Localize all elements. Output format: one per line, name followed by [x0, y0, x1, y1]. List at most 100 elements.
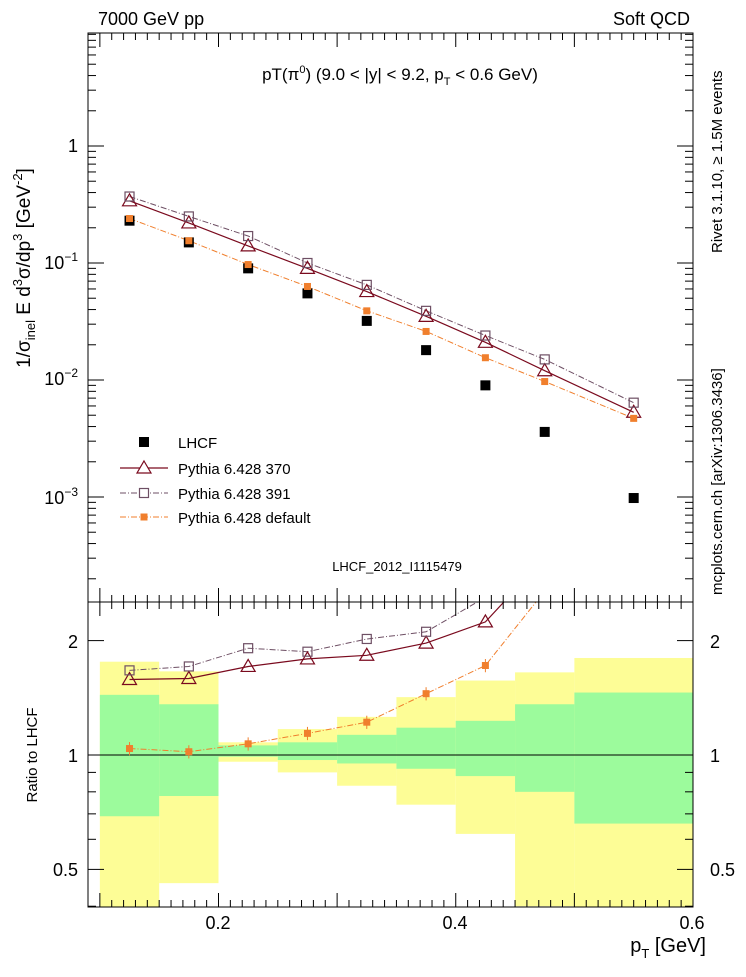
data-point-pythia-6-428-default	[244, 261, 252, 269]
data-point-pythia-6-428-391	[243, 230, 254, 242]
data-point-pythia-6-428-default	[363, 307, 371, 315]
ratio-point-pythia-6-428-391	[420, 626, 432, 637]
data-point-lhcf	[480, 380, 491, 391]
data-point-lhcf	[243, 263, 254, 274]
series-line-pythia-6-428-391	[129, 196, 634, 404]
data-point-lhcf	[539, 426, 550, 437]
ratio-point-pythia-6-428-default	[126, 745, 134, 753]
ratio-y-tick-0.5-right: 0.5	[710, 860, 735, 880]
legend-label-370: Pythia 6.428 370	[178, 461, 291, 478]
legend-marker-370	[135, 459, 153, 474]
ratio-point-pythia-6-428-370	[180, 670, 197, 685]
y-tick-label-1e-1: 10−1	[44, 250, 78, 273]
y-tick-label-1e-2: 10−2	[44, 366, 78, 389]
analysis-watermark: LHCF_2012_I1115479	[332, 559, 462, 574]
uncertainty-band-inner	[218, 745, 278, 757]
ratio-point-pythia-6-428-370	[358, 647, 375, 661]
ratio-y-tick-1-right: 1	[710, 746, 720, 766]
uncertainty-band-inner	[99, 694, 160, 817]
ratio-point-pythia-6-428-370	[418, 634, 435, 649]
ratio-y-tick-1: 1	[68, 746, 78, 766]
x-tick-labels: 0.2 0.4 0.6	[205, 913, 704, 933]
y-tick-label-1e-3: 10−3	[44, 485, 78, 508]
y-tick-labels: 1 10−1 10−2 10−3	[44, 136, 78, 508]
data-point-pythia-6-428-default	[630, 414, 638, 422]
data-point-pythia-6-428-default	[126, 215, 134, 223]
ratio-point-pythia-6-428-370	[121, 671, 138, 686]
uncertainty-band-inner	[455, 720, 516, 777]
ratio-y-tick-2-right: 2	[710, 632, 720, 652]
series-line-pythia-6-428-370	[129, 200, 634, 413]
data-point-pythia-6-428-391	[183, 211, 194, 222]
data-point-pythia-6-428-391	[361, 279, 372, 290]
legend-marker-default	[140, 513, 148, 521]
data-point-pythia-6-428-default	[481, 354, 489, 362]
uncertainty-band-inner	[396, 727, 456, 769]
rivet-version-label: Rivet 3.1.10, ≥ 1.5M events	[709, 71, 726, 254]
ratio-point-pythia-6-428-default	[303, 729, 311, 737]
ratio-point-pythia-6-428-391	[361, 633, 372, 645]
ratio-line-pythia-6-428-370	[129, 602, 505, 681]
ratio-point-pythia-6-428-default	[363, 718, 371, 726]
x-tick-label-0.2: 0.2	[205, 913, 230, 933]
legend-marker-lhcf	[139, 437, 149, 447]
ratio-point-pythia-6-428-391	[183, 661, 194, 672]
legend-label-default: Pythia 6.428 default	[178, 510, 311, 527]
ratio-point-pythia-6-428-391	[302, 646, 313, 657]
x-tick-label-0.4: 0.4	[442, 913, 467, 933]
ratio-point-pythia-6-428-370	[299, 650, 316, 665]
data-point-pythia-6-428-370	[121, 192, 138, 207]
ratio-point-pythia-6-428-391	[124, 665, 135, 676]
data-point-pythia-6-428-370	[358, 283, 375, 298]
data-point-pythia-6-428-391	[539, 354, 550, 365]
ratio-point-pythia-6-428-default	[481, 661, 489, 669]
ratio-point-pythia-6-428-370	[477, 613, 494, 628]
ratio-point-pythia-6-428-391	[480, 602, 491, 603]
ratio-y-tick-labels-right: 0.5 1 2	[710, 632, 735, 880]
ratio-line-pythia-6-428-391	[129, 602, 479, 671]
data-point-pythia-6-428-391	[302, 257, 313, 269]
main-plot-panel: pT(π0) (9.0 < |y| < 9.2, pT < 0.6 GeV) 1…	[10, 32, 694, 603]
ratio-y-tick-labels-left: 0.5 1 2	[53, 632, 78, 880]
legend-label-lhcf: LHCF	[178, 435, 217, 452]
uncertainty-band-inner	[277, 742, 338, 761]
data-point-pythia-6-428-370	[180, 214, 197, 229]
data-point-pythia-6-428-370	[477, 334, 494, 348]
uncertainty-band-inner	[337, 734, 397, 764]
ratio-point-pythia-6-428-default	[244, 740, 252, 748]
mcplots-label: mcplots.cern.ch [arXiv:1306.3436]	[709, 368, 726, 595]
data-point-pythia-6-428-391	[480, 330, 491, 341]
main-title: pT(π0) (9.0 < |y| < 9.2, pT < 0.6 GeV)	[262, 64, 538, 88]
data-point-pythia-6-428-default	[303, 282, 311, 290]
data-point-pythia-6-428-default	[185, 237, 193, 245]
main-y-axis-label: 1/σinel E d3σ/dp3 [GeV-2]	[10, 168, 38, 368]
data-point-lhcf	[361, 315, 372, 326]
ratio-point-pythia-6-428-default	[185, 748, 193, 756]
data-point-pythia-6-428-391	[124, 191, 135, 202]
data-point-lhcf	[421, 345, 432, 356]
ratio-point-pythia-6-428-default	[422, 690, 430, 698]
data-point-pythia-6-428-370	[536, 362, 553, 377]
energy-label: 7000 GeV pp	[98, 9, 204, 29]
process-label: Soft QCD	[613, 9, 690, 29]
data-point-pythia-6-428-default	[541, 378, 549, 386]
data-point-pythia-6-428-391	[628, 397, 639, 408]
ratio-y-axis-label: Ratio to LHCF	[24, 707, 41, 802]
ratio-point-pythia-6-428-370	[240, 658, 257, 673]
uncertainty-band-inner	[515, 704, 575, 792]
uncertainty-band-inner	[574, 692, 693, 824]
data-point-lhcf	[302, 288, 313, 299]
data-point-pythia-6-428-default	[422, 327, 430, 335]
legend-marker-391	[138, 487, 150, 499]
legend: LHCF Pythia 6.428 370 Pythia 6.428 391 P…	[120, 435, 311, 527]
series-line-pythia-6-428-default	[129, 218, 634, 419]
x-tick-label-0.6: 0.6	[679, 913, 704, 933]
ratio-y-tick-0.5: 0.5	[53, 860, 78, 880]
ratio-point-pythia-6-428-391	[243, 643, 254, 654]
legend-label-391: Pythia 6.428 391	[178, 486, 291, 503]
ratio-y-tick-2: 2	[68, 632, 78, 652]
ratio-plot-panel: Ratio to LHCF 0.5 1 2 0.5 1 2 0.2 0.4 0.…	[24, 601, 735, 961]
data-point-pythia-6-428-391	[420, 305, 432, 316]
data-point-lhcf	[628, 493, 639, 504]
